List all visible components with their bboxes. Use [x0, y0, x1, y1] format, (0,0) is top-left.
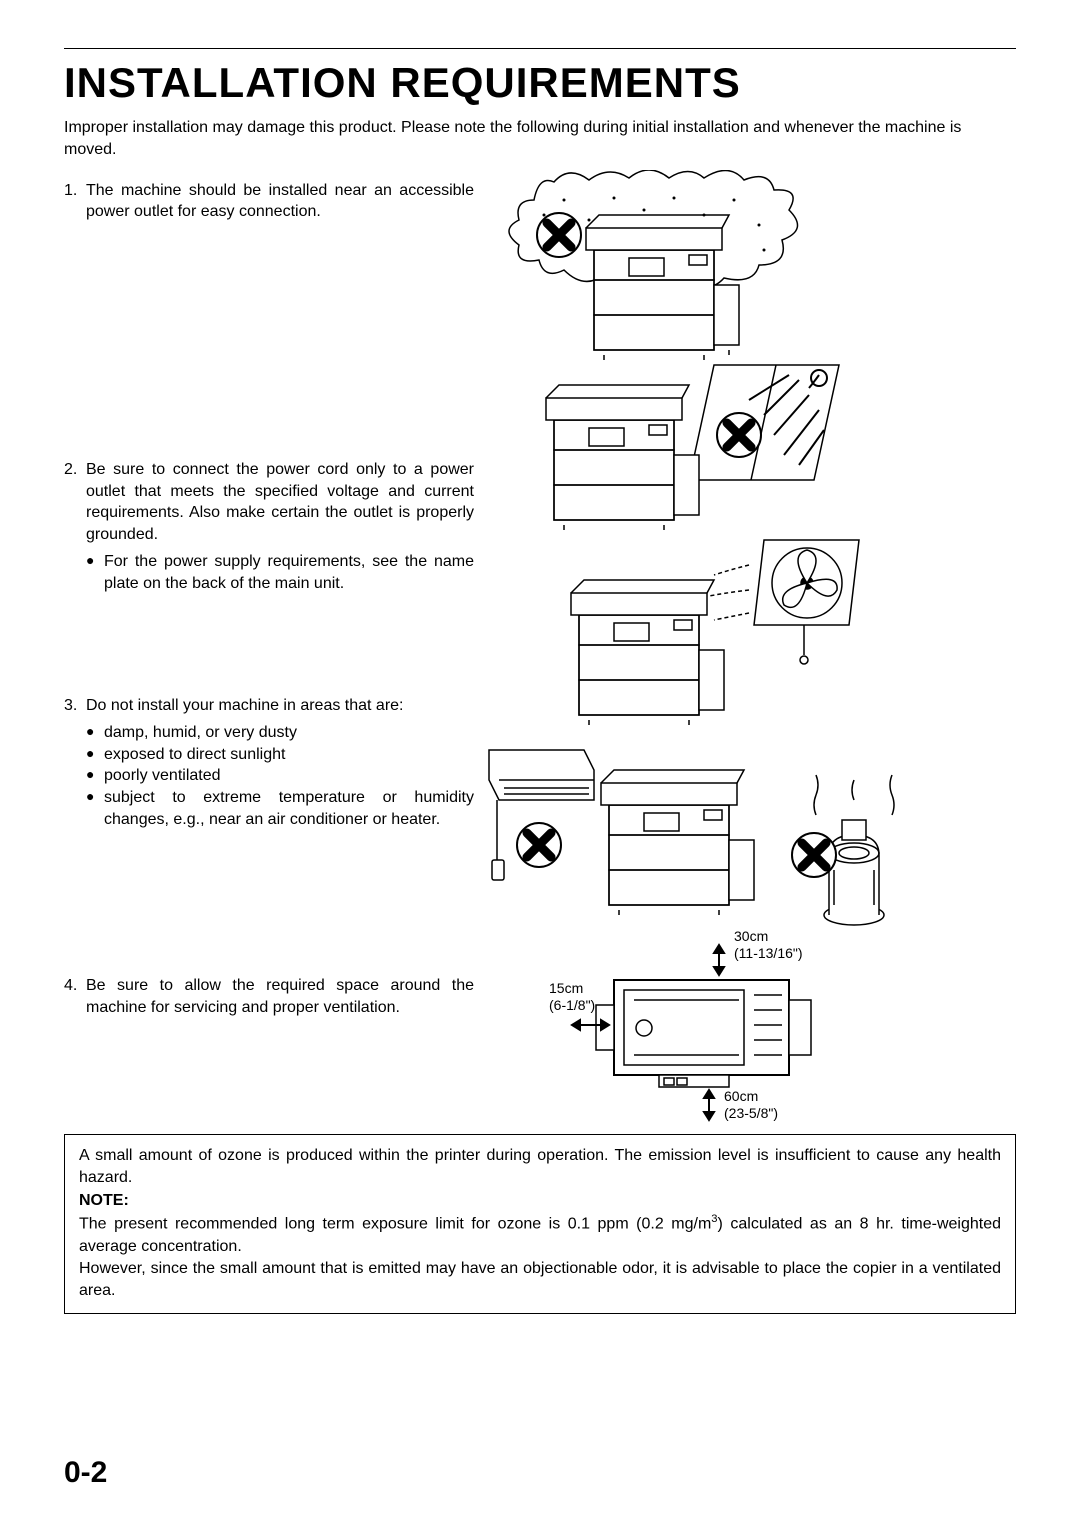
item-2-bullet: ● For the power supply requirements, see…	[86, 551, 474, 594]
bullet-icon: ●	[86, 765, 104, 787]
item-text: Be sure to connect the power cord only t…	[86, 459, 474, 545]
note-label: NOTE:	[79, 1190, 1001, 1212]
text-column: 1. The machine should be installed near …	[64, 180, 474, 1120]
note-p1: A small amount of ozone is produced with…	[79, 1145, 1001, 1190]
note-p2: The present recommended long term exposu…	[79, 1212, 1001, 1258]
bullet-text: poorly ventilated	[104, 765, 474, 787]
page-number: 0-2	[64, 1456, 107, 1490]
item-1: 1. The machine should be installed near …	[64, 180, 474, 223]
item-text: Do not install your machine in areas tha…	[86, 695, 474, 717]
item-number: 2.	[64, 459, 86, 545]
illustration-column: 30cm (11-13/16") 15cm (6-1/8") 60cm (23-…	[494, 180, 1016, 1120]
item-4: 4. Be sure to allow the required space a…	[64, 975, 474, 1018]
dim-left-in: (6-1/8")	[549, 997, 595, 1013]
dim-left-cm: 15cm	[549, 980, 583, 996]
dim-top: 30cm (11-13/16")	[734, 928, 803, 962]
dim-top-cm: 30cm	[734, 928, 768, 944]
illus-ventilation	[549, 535, 869, 735]
item-text: The machine should be installed near an …	[86, 180, 474, 223]
dim-bot-in: (23-5/8")	[724, 1105, 778, 1121]
bullet-icon: ●	[86, 551, 104, 594]
item-number: 1.	[64, 180, 86, 223]
item-3: 3. Do not install your machine in areas …	[64, 695, 474, 717]
bullet-text: damp, humid, or very dusty	[104, 722, 474, 744]
illus-temperature	[484, 745, 904, 935]
dim-left: 15cm (6-1/8")	[549, 980, 595, 1014]
bullet-text: exposed to direct sunlight	[104, 744, 474, 766]
dim-bot-cm: 60cm	[724, 1088, 758, 1104]
item-text: Be sure to allow the required space arou…	[86, 975, 474, 1018]
bullet-icon: ●	[86, 744, 104, 766]
item-3-bullet-a: ● damp, humid, or very dusty	[86, 722, 474, 744]
illus-clearance	[554, 925, 854, 1125]
note-p3: However, since the small amount that is …	[79, 1258, 1001, 1303]
item-number: 4.	[64, 975, 86, 1018]
intro-paragraph: Improper installation may damage this pr…	[64, 117, 1016, 162]
content-row: 1. The machine should be installed near …	[64, 180, 1016, 1120]
note-box: A small amount of ozone is produced with…	[64, 1134, 1016, 1314]
dim-top-in: (11-13/16")	[734, 945, 803, 961]
item-3-bullet-b: ● exposed to direct sunlight	[86, 744, 474, 766]
bullet-icon: ●	[86, 722, 104, 744]
item-2: 2. Be sure to connect the power cord onl…	[64, 459, 474, 545]
bullet-text: For the power supply requirements, see t…	[104, 551, 474, 594]
page-title: INSTALLATION REQUIREMENTS	[64, 59, 1016, 107]
bullet-text: subject to extreme temperature or humidi…	[104, 787, 474, 830]
item-number: 3.	[64, 695, 86, 717]
top-rule	[64, 48, 1016, 49]
illus-sunlight	[524, 360, 844, 540]
item-3-bullet-d: ● subject to extreme temperature or humi…	[86, 787, 474, 830]
bullet-icon: ●	[86, 787, 104, 830]
dim-bottom: 60cm (23-5/8")	[724, 1088, 778, 1122]
illus-dusty	[504, 170, 814, 360]
item-3-bullet-c: ● poorly ventilated	[86, 765, 474, 787]
